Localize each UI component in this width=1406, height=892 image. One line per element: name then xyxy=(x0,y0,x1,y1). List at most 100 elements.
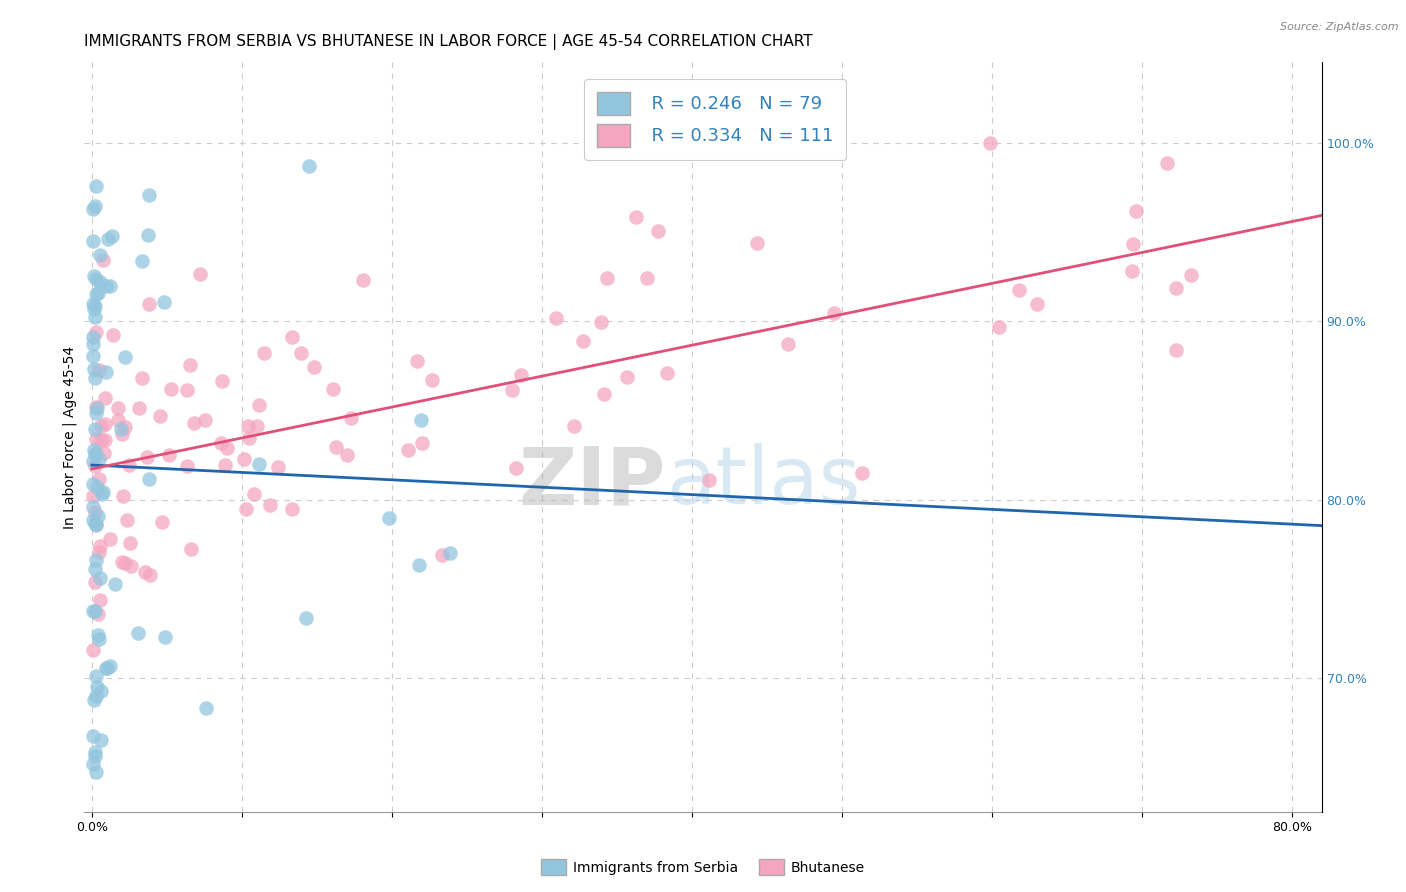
Point xyxy=(82,202,104,217)
Point xyxy=(82,297,104,311)
Point xyxy=(352,273,374,287)
Point xyxy=(82,513,104,527)
Point xyxy=(83,575,105,590)
Point xyxy=(214,458,236,473)
Point xyxy=(131,371,153,385)
Point xyxy=(290,346,312,360)
Point xyxy=(87,363,110,377)
Point xyxy=(188,268,211,282)
Point xyxy=(411,413,433,427)
Point xyxy=(336,448,359,462)
Point xyxy=(194,412,217,426)
Point xyxy=(979,136,1001,150)
Point xyxy=(439,545,461,559)
Point xyxy=(246,419,269,434)
Point xyxy=(411,435,433,450)
Point xyxy=(83,442,105,457)
Point xyxy=(378,511,401,525)
Point xyxy=(115,513,138,527)
Point xyxy=(90,487,112,501)
Point xyxy=(211,374,233,388)
Point xyxy=(104,576,127,591)
Point xyxy=(823,306,845,320)
Point xyxy=(1121,236,1143,251)
Point xyxy=(107,401,129,415)
Point xyxy=(84,287,107,301)
Point xyxy=(84,562,107,576)
Point xyxy=(501,383,523,397)
Point xyxy=(176,383,198,397)
Point xyxy=(84,406,107,420)
Point xyxy=(89,545,111,559)
Point xyxy=(94,433,117,447)
Point xyxy=(294,611,316,625)
Point xyxy=(98,532,121,546)
Point xyxy=(593,387,616,401)
Point xyxy=(778,337,800,351)
Point xyxy=(94,391,117,405)
Point xyxy=(183,416,205,430)
Point xyxy=(98,659,121,673)
Point xyxy=(267,459,290,474)
Point xyxy=(82,642,104,657)
Point xyxy=(150,515,173,529)
Point xyxy=(86,669,108,683)
Point xyxy=(97,232,120,246)
Point xyxy=(87,628,110,642)
Point xyxy=(131,253,153,268)
Point xyxy=(82,477,104,491)
Point xyxy=(647,224,669,238)
Point xyxy=(93,445,115,459)
Point xyxy=(1125,203,1147,218)
Point xyxy=(96,278,118,293)
Point xyxy=(128,401,150,416)
Point xyxy=(84,745,107,759)
Point xyxy=(1166,281,1188,295)
Point xyxy=(89,571,111,585)
Point xyxy=(1025,297,1047,311)
Point xyxy=(114,556,136,570)
Point xyxy=(86,401,108,415)
Point xyxy=(176,459,198,474)
Point xyxy=(111,555,134,569)
Point xyxy=(302,360,325,375)
Point xyxy=(136,227,159,242)
Point xyxy=(340,411,363,425)
Point xyxy=(89,275,111,289)
Point xyxy=(509,368,531,382)
Point xyxy=(91,485,114,500)
Point xyxy=(430,548,453,562)
Point xyxy=(82,336,104,351)
Text: ZIP: ZIP xyxy=(519,443,666,521)
Point xyxy=(91,252,114,267)
Point xyxy=(406,353,429,368)
Point xyxy=(82,453,104,467)
Point xyxy=(84,516,107,531)
Point xyxy=(83,692,105,706)
Legend: Immigrants from Serbia, Bhutanese: Immigrants from Serbia, Bhutanese xyxy=(536,854,870,880)
Point xyxy=(280,502,302,516)
Point xyxy=(82,330,104,344)
Point xyxy=(233,451,256,466)
Point xyxy=(195,701,218,715)
Point xyxy=(110,426,132,441)
Point xyxy=(98,279,121,293)
Point xyxy=(596,271,619,285)
Point xyxy=(84,400,107,414)
Point xyxy=(1166,343,1188,358)
Point xyxy=(322,382,344,396)
Point xyxy=(110,422,132,436)
Point xyxy=(82,604,104,618)
Point xyxy=(83,268,105,283)
Point xyxy=(118,458,141,473)
Point xyxy=(118,535,141,549)
Point xyxy=(111,489,134,503)
Point xyxy=(253,345,276,359)
Point xyxy=(138,188,160,202)
Point xyxy=(136,450,159,465)
Point xyxy=(259,498,281,512)
Point xyxy=(149,409,172,424)
Point xyxy=(87,607,110,621)
Y-axis label: In Labor Force | Age 45-54: In Labor Force | Age 45-54 xyxy=(63,345,77,529)
Point xyxy=(127,625,149,640)
